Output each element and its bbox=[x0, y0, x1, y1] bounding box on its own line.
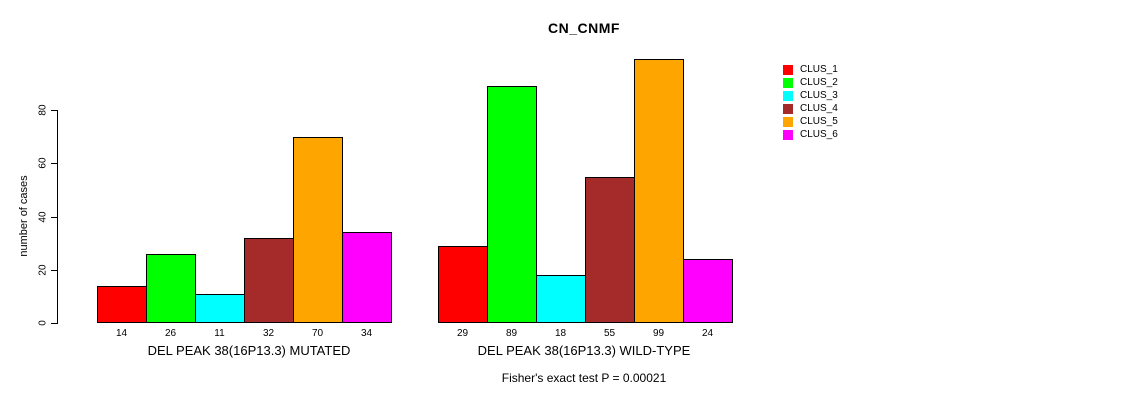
bar-value-label: 29 bbox=[456, 328, 469, 339]
legend-label: CLUS_2 bbox=[800, 77, 838, 88]
bar-value-label: 14 bbox=[115, 328, 128, 339]
bar-value-label: 18 bbox=[554, 328, 567, 339]
bar-value-label: 32 bbox=[262, 328, 275, 339]
legend-swatch-icon bbox=[783, 90, 793, 101]
legend-row: CLUS_2 bbox=[783, 76, 838, 89]
y-tick-label: 40 bbox=[37, 211, 49, 223]
bar-value-label: 34 bbox=[360, 328, 373, 339]
bar-value-label: 99 bbox=[652, 328, 665, 339]
legend-row: CLUS_4 bbox=[783, 102, 838, 115]
legend-swatch-icon bbox=[783, 77, 793, 88]
y-tick-mark bbox=[51, 270, 57, 271]
legend-label: CLUS_5 bbox=[800, 116, 838, 127]
bar-clus_5 bbox=[293, 137, 343, 323]
y-tick-label: 80 bbox=[37, 104, 49, 116]
bar-value-label: 26 bbox=[164, 328, 177, 339]
bar-clus_3 bbox=[195, 294, 245, 323]
legend-swatch-icon bbox=[783, 129, 793, 140]
bar-clus_5 bbox=[634, 59, 684, 323]
y-tick-mark bbox=[51, 217, 57, 218]
legend-swatch-icon bbox=[783, 64, 793, 75]
y-tick-label: 0 bbox=[37, 320, 49, 326]
bar-clus_1 bbox=[97, 286, 147, 323]
legend-row: CLUS_5 bbox=[783, 115, 838, 128]
y-axis-label: number of cases bbox=[18, 175, 30, 257]
bar-value-label: 89 bbox=[505, 328, 518, 339]
bar-value-label: 55 bbox=[603, 328, 616, 339]
bar-clus_6 bbox=[342, 232, 392, 323]
y-tick-mark bbox=[51, 163, 57, 164]
y-tick-label: 20 bbox=[37, 264, 49, 276]
chart-title: CN_CNMF bbox=[548, 20, 620, 36]
bar-value-label: 24 bbox=[701, 328, 714, 339]
group-label-wild-type: DEL PEAK 38(16P13.3) WILD-TYPE bbox=[477, 343, 691, 358]
legend-label: CLUS_6 bbox=[800, 129, 838, 140]
y-tick-mark bbox=[51, 110, 57, 111]
bar-clus_2 bbox=[146, 254, 196, 323]
legend-label: CLUS_1 bbox=[800, 64, 838, 75]
legend-row: CLUS_1 bbox=[783, 63, 838, 76]
legend-row: CLUS_3 bbox=[783, 89, 838, 102]
bar-clus_4 bbox=[585, 177, 635, 323]
bar-clus_3 bbox=[536, 275, 586, 323]
legend-swatch-icon bbox=[783, 103, 793, 114]
group-label-mutated: DEL PEAK 38(16P13.3) MUTATED bbox=[147, 343, 351, 358]
y-tick-label: 60 bbox=[37, 157, 49, 169]
y-tick-mark bbox=[51, 323, 57, 324]
legend-label: CLUS_4 bbox=[800, 103, 838, 114]
bar-clus_1 bbox=[438, 246, 488, 323]
bar-value-label: 70 bbox=[311, 328, 324, 339]
legend-row: CLUS_6 bbox=[783, 128, 838, 141]
fisher-test-annotation: Fisher's exact test P = 0.00021 bbox=[501, 371, 667, 385]
bar-clus_2 bbox=[487, 86, 537, 323]
y-axis-line bbox=[57, 110, 58, 324]
legend: CLUS_1 CLUS_2 CLUS_3 CLUS_4 CLUS_5 CLUS_6 bbox=[783, 63, 838, 141]
legend-label: CLUS_3 bbox=[800, 90, 838, 101]
bar-value-label: 11 bbox=[214, 328, 225, 339]
bar-clus_6 bbox=[683, 259, 733, 323]
bar-clus_4 bbox=[244, 238, 294, 323]
legend-swatch-icon bbox=[783, 116, 793, 127]
